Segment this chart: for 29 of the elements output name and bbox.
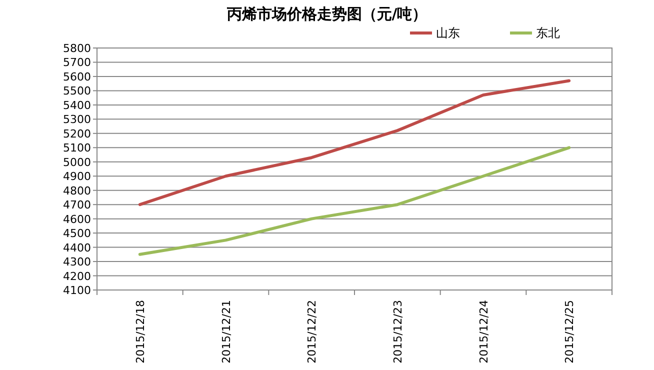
x-tick-label: 2015/12/21 xyxy=(220,300,233,364)
x-tick-label: 2015/12/24 xyxy=(477,300,490,364)
y-tick-label: 5300 xyxy=(63,113,91,126)
x-tick-label: 2015/12/22 xyxy=(306,300,319,364)
y-tick-label: 5000 xyxy=(63,156,91,169)
y-tick-label: 5800 xyxy=(63,42,91,55)
y-tick-label: 4600 xyxy=(63,212,91,226)
legend-label: 东北 xyxy=(536,26,560,40)
y-tick-label: 4400 xyxy=(63,241,91,254)
line-series xyxy=(138,146,571,256)
y-tick-label: 5700 xyxy=(63,56,91,70)
y-tick-label: 4700 xyxy=(63,198,91,212)
y-tick-label: 5100 xyxy=(63,142,91,155)
y-tick-label: 4500 xyxy=(63,227,91,240)
y-tick-label: 4100 xyxy=(63,284,91,297)
y-tick-label: 4200 xyxy=(63,270,91,283)
x-tick-label: 2015/12/25 xyxy=(563,300,576,364)
y-tick-label: 4900 xyxy=(63,170,91,184)
line-series xyxy=(138,79,571,206)
x-tick-label: 2015/12/18 xyxy=(134,300,147,364)
x-tick-label: 2015/12/23 xyxy=(391,300,404,364)
y-tick-label: 5600 xyxy=(63,70,91,84)
y-tick-label: 5200 xyxy=(63,127,91,140)
y-tick-label: 4800 xyxy=(63,184,91,198)
y-tick-label: 5400 xyxy=(63,98,91,112)
y-tick-label: 5500 xyxy=(63,84,91,98)
y-tick-label: 4300 xyxy=(63,256,91,269)
chart-title: 丙烯市场价格走势图（元/吨） xyxy=(226,5,428,23)
legend-label: 山东 xyxy=(436,26,460,40)
